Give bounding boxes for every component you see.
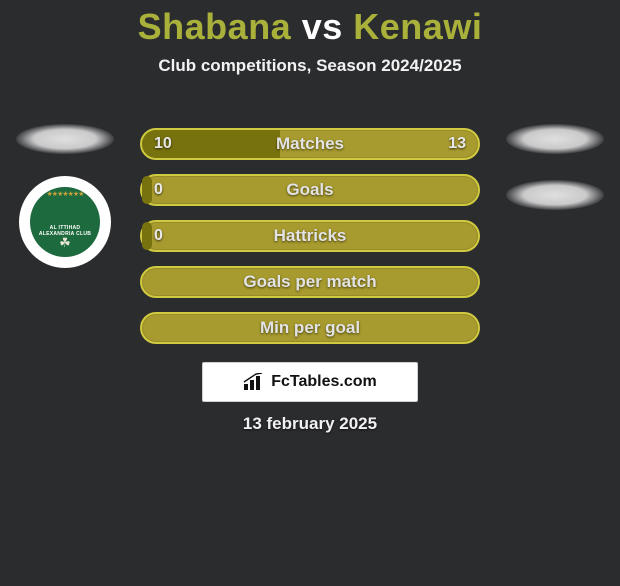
bar-value-left: 0 [154, 227, 163, 245]
player-photo-placeholder [506, 124, 604, 154]
brand-text: FcTables.com [271, 373, 377, 391]
stat-bar: Hattricks 0 [140, 220, 480, 252]
bar-fill-left [142, 222, 152, 250]
bar-label: Matches [276, 134, 344, 154]
player1-name: Shabana [138, 6, 292, 47]
bar-chart-icon [243, 373, 265, 391]
laurel-icon: ☘ [59, 235, 71, 251]
bar-label: Goals [286, 180, 333, 200]
bar-label: Min per goal [260, 318, 360, 338]
page-title: Shabana vs Kenawi [0, 6, 620, 48]
stat-bar: Goals per match [140, 266, 480, 298]
bar-value-right: 13 [448, 135, 466, 153]
player-photo-placeholder [16, 124, 114, 154]
star-icon: ★★★★★★★ [47, 190, 84, 198]
bar-fill-left [142, 176, 152, 204]
bar-label: Goals per match [243, 272, 376, 292]
left-player-column: ★★★★★★★ AL ITTIHAD ALEXANDRIA CLUB ☘ [10, 124, 120, 268]
date-label: 13 february 2025 [0, 414, 620, 434]
club-badge-left: ★★★★★★★ AL ITTIHAD ALEXANDRIA CLUB ☘ [19, 176, 111, 268]
stat-bar: Goals 0 [140, 174, 480, 206]
brand-box[interactable]: FcTables.com [202, 362, 418, 402]
right-player-column [500, 124, 610, 210]
stat-bar: Matches 10 13 [140, 128, 480, 160]
subtitle: Club competitions, Season 2024/2025 [0, 56, 620, 76]
club-badge-placeholder [506, 180, 604, 210]
stat-bar: Min per goal [140, 312, 480, 344]
club-badge-inner: ★★★★★★★ AL ITTIHAD ALEXANDRIA CLUB ☘ [30, 187, 100, 257]
bar-label: Hattricks [274, 226, 347, 246]
player2-name: Kenawi [353, 6, 482, 47]
bar-value-left: 0 [154, 181, 163, 199]
vs-label: vs [302, 6, 343, 47]
bar-value-left: 10 [154, 135, 172, 153]
comparison-bars: Matches 10 13 Goals 0 Hattricks 0 Goals per mat… [140, 128, 480, 344]
